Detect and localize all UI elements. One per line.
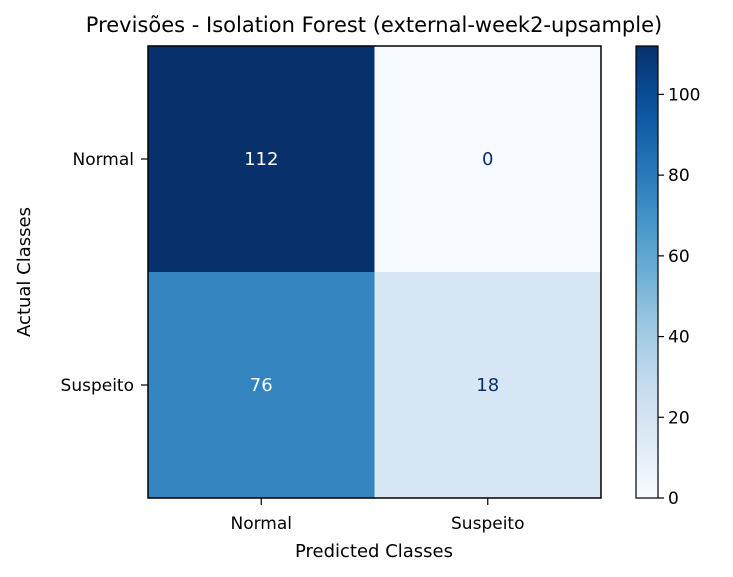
y-axis-ticks: Normal Suspeito bbox=[61, 150, 148, 396]
x-tick-label: Suspeito bbox=[451, 514, 524, 534]
colorbar-tick-label: 40 bbox=[668, 328, 690, 348]
colorbar-ticks: 0 20 40 60 80 100 bbox=[658, 85, 700, 509]
cell-value-label: 0 bbox=[482, 149, 493, 170]
x-axis-ticks: Normal Suspeito bbox=[230, 498, 524, 534]
y-tick-label: Suspeito bbox=[61, 376, 134, 396]
colorbar-tick-label: 0 bbox=[668, 489, 679, 509]
colorbar-tick-label: 100 bbox=[668, 85, 700, 105]
cell-value-label: 18 bbox=[476, 375, 499, 396]
heatmap-cell bbox=[148, 46, 375, 272]
chart-title: Previsões - Isolation Forest (external-w… bbox=[86, 13, 662, 37]
heatmap-cells: 112 0 76 18 bbox=[148, 46, 601, 498]
colorbar-tick-label: 60 bbox=[668, 247, 690, 267]
cell-value-label: 112 bbox=[244, 149, 278, 170]
x-tick-label: Normal bbox=[230, 514, 292, 534]
y-axis-label: Actual Classes bbox=[14, 207, 35, 337]
cell-value-label: 76 bbox=[250, 375, 273, 396]
colorbar-tick-label: 80 bbox=[668, 166, 690, 186]
plot-frame bbox=[147, 45, 602, 499]
heatmap-cell bbox=[374, 46, 601, 272]
colorbar-tick-label: 20 bbox=[668, 408, 690, 428]
heatmap-cell bbox=[148, 272, 375, 498]
y-tick-label: Normal bbox=[72, 150, 134, 170]
x-axis-label: Predicted Classes bbox=[295, 541, 453, 562]
heatmap-cell bbox=[374, 272, 601, 498]
colorbar bbox=[635, 45, 659, 499]
